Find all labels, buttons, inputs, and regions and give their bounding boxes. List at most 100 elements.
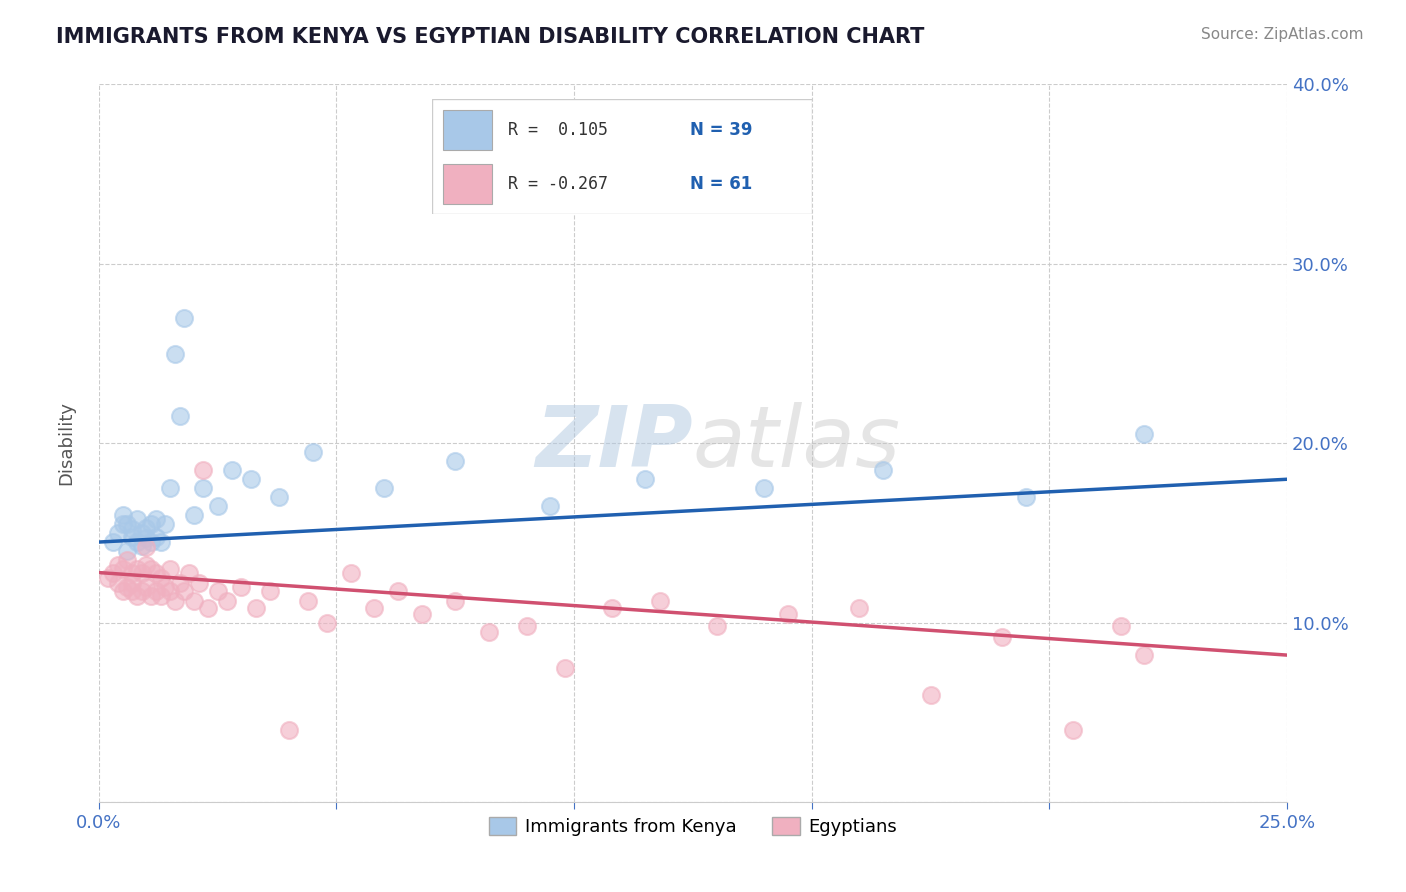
Point (117, 544, 139, 558)
Point (125, 562, 148, 576)
Point (387, 583, 409, 598)
Point (131, 566, 153, 580)
Point (316, 615, 339, 630)
Point (155, 580, 177, 594)
Point (135, 580, 157, 594)
Point (297, 594, 319, 608)
Point (149, 589, 172, 603)
Point (163, 346, 186, 360)
Point (107, 558, 129, 573)
Point (135, 521, 157, 535)
Point (145, 566, 167, 580)
Point (145, 530, 167, 544)
Point (101, 535, 124, 549)
Point (97, 571, 120, 585)
Point (145, 512, 167, 526)
Point (872, 463, 894, 477)
Point (121, 566, 143, 580)
Point (231, 580, 253, 594)
Point (269, 490, 291, 504)
Point (139, 535, 162, 549)
Point (149, 535, 172, 549)
Point (121, 576, 143, 591)
Point (239, 472, 262, 486)
Point (155, 517, 177, 532)
Point (139, 562, 162, 576)
Point (1109, 619, 1132, 633)
Point (131, 539, 153, 553)
Point (139, 517, 162, 532)
Point (159, 481, 181, 495)
Point (187, 576, 209, 591)
Point (411, 607, 433, 621)
Point (111, 562, 134, 576)
Point (125, 512, 148, 526)
Point (920, 688, 942, 702)
Point (1133, 427, 1156, 442)
Point (117, 517, 139, 532)
Point (221, 463, 243, 477)
Point (177, 566, 200, 580)
Point (149, 571, 172, 585)
Point (648, 594, 671, 608)
Point (277, 723, 299, 738)
Point (444, 454, 467, 468)
Point (169, 576, 191, 591)
Point (373, 481, 395, 495)
Point (111, 517, 134, 532)
Point (245, 601, 267, 615)
Point (554, 661, 576, 675)
Point (135, 558, 157, 573)
Point (173, 310, 195, 325)
Point (477, 624, 499, 639)
Point (207, 499, 229, 513)
Point (183, 508, 205, 523)
Point (117, 553, 139, 567)
Point (159, 562, 181, 576)
Point (634, 472, 657, 486)
Point (301, 445, 323, 459)
Point (173, 583, 195, 598)
Point (101, 566, 124, 580)
Point (991, 630, 1014, 644)
Point (207, 583, 229, 598)
Point (145, 583, 167, 598)
Point (111, 508, 134, 523)
Point (516, 619, 538, 633)
Point (183, 594, 205, 608)
Point (139, 589, 162, 603)
Point (1014, 490, 1036, 504)
Point (125, 535, 148, 549)
Point (600, 601, 623, 615)
Point (107, 526, 129, 541)
Point (444, 594, 467, 608)
Point (159, 583, 181, 598)
Point (111, 583, 134, 598)
Point (131, 583, 153, 598)
Text: IMMIGRANTS FROM KENYA VS EGYPTIAN DISABILITY CORRELATION CHART: IMMIGRANTS FROM KENYA VS EGYPTIAN DISABI… (56, 27, 925, 46)
Point (135, 541, 157, 555)
Point (538, 499, 561, 513)
Point (193, 481, 215, 495)
Text: Source: ZipAtlas.com: Source: ZipAtlas.com (1201, 27, 1364, 42)
Point (339, 566, 361, 580)
Point (117, 580, 139, 594)
Point (169, 409, 191, 424)
Point (217, 594, 239, 608)
Point (107, 576, 129, 591)
Point (193, 463, 215, 477)
Point (1133, 648, 1156, 662)
Point (754, 481, 776, 495)
Point (363, 601, 385, 615)
Point (125, 589, 148, 603)
Point (131, 526, 153, 541)
Point (706, 619, 728, 633)
Point (121, 530, 143, 544)
Y-axis label: Disability: Disability (58, 401, 75, 485)
Point (135, 532, 157, 546)
Point (121, 583, 143, 598)
Legend: Immigrants from Kenya, Egyptians: Immigrants from Kenya, Egyptians (481, 810, 904, 844)
Text: ZIP: ZIP (536, 402, 693, 485)
Point (259, 583, 281, 598)
Point (163, 594, 186, 608)
